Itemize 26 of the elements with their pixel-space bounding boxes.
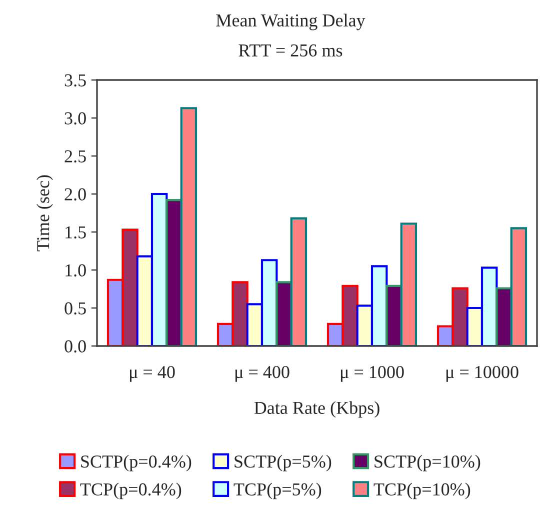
y-axis-title: Time (sec) bbox=[36, 175, 53, 252]
y-tick-label: 0.5 bbox=[64, 302, 86, 315]
y-tick-label: 3.5 bbox=[64, 74, 86, 87]
x-tick-label: μ = 10000 bbox=[446, 366, 518, 382]
y-tick-label: 2.0 bbox=[64, 188, 86, 201]
legend-label: TCP(p=0.4%) bbox=[80, 482, 182, 500]
y-tick-label: 2.5 bbox=[64, 150, 86, 163]
chart-title: Mean Waiting Delay bbox=[216, 14, 366, 30]
y-tick-label: 0.0 bbox=[64, 340, 86, 353]
x-tick-label: μ = 40 bbox=[130, 366, 175, 382]
chart-subtitle: RTT = 256 ms bbox=[238, 44, 342, 57]
bar bbox=[400, 222, 418, 346]
legend-label: SCTP(p=10%) bbox=[374, 454, 480, 472]
x-tick-label: μ = 400 bbox=[235, 366, 290, 382]
legend-label: TCP(p=5%) bbox=[234, 482, 322, 500]
x-tick-label: μ = 1000 bbox=[340, 366, 404, 382]
legend-label: SCTP(p=0.4%) bbox=[81, 454, 192, 472]
y-tick-label: 3.0 bbox=[64, 112, 86, 125]
x-axis-title: Data Rate (Kbps) bbox=[254, 401, 380, 418]
bar bbox=[180, 107, 198, 346]
y-tick-label: 1.0 bbox=[66, 264, 86, 277]
bar bbox=[290, 217, 308, 346]
legend-label: SCTP(p=5%) bbox=[234, 454, 332, 472]
y-tick-label: 1.5 bbox=[66, 226, 86, 239]
legend-label: TCP(p=10%) bbox=[374, 482, 470, 500]
bar bbox=[510, 227, 528, 346]
